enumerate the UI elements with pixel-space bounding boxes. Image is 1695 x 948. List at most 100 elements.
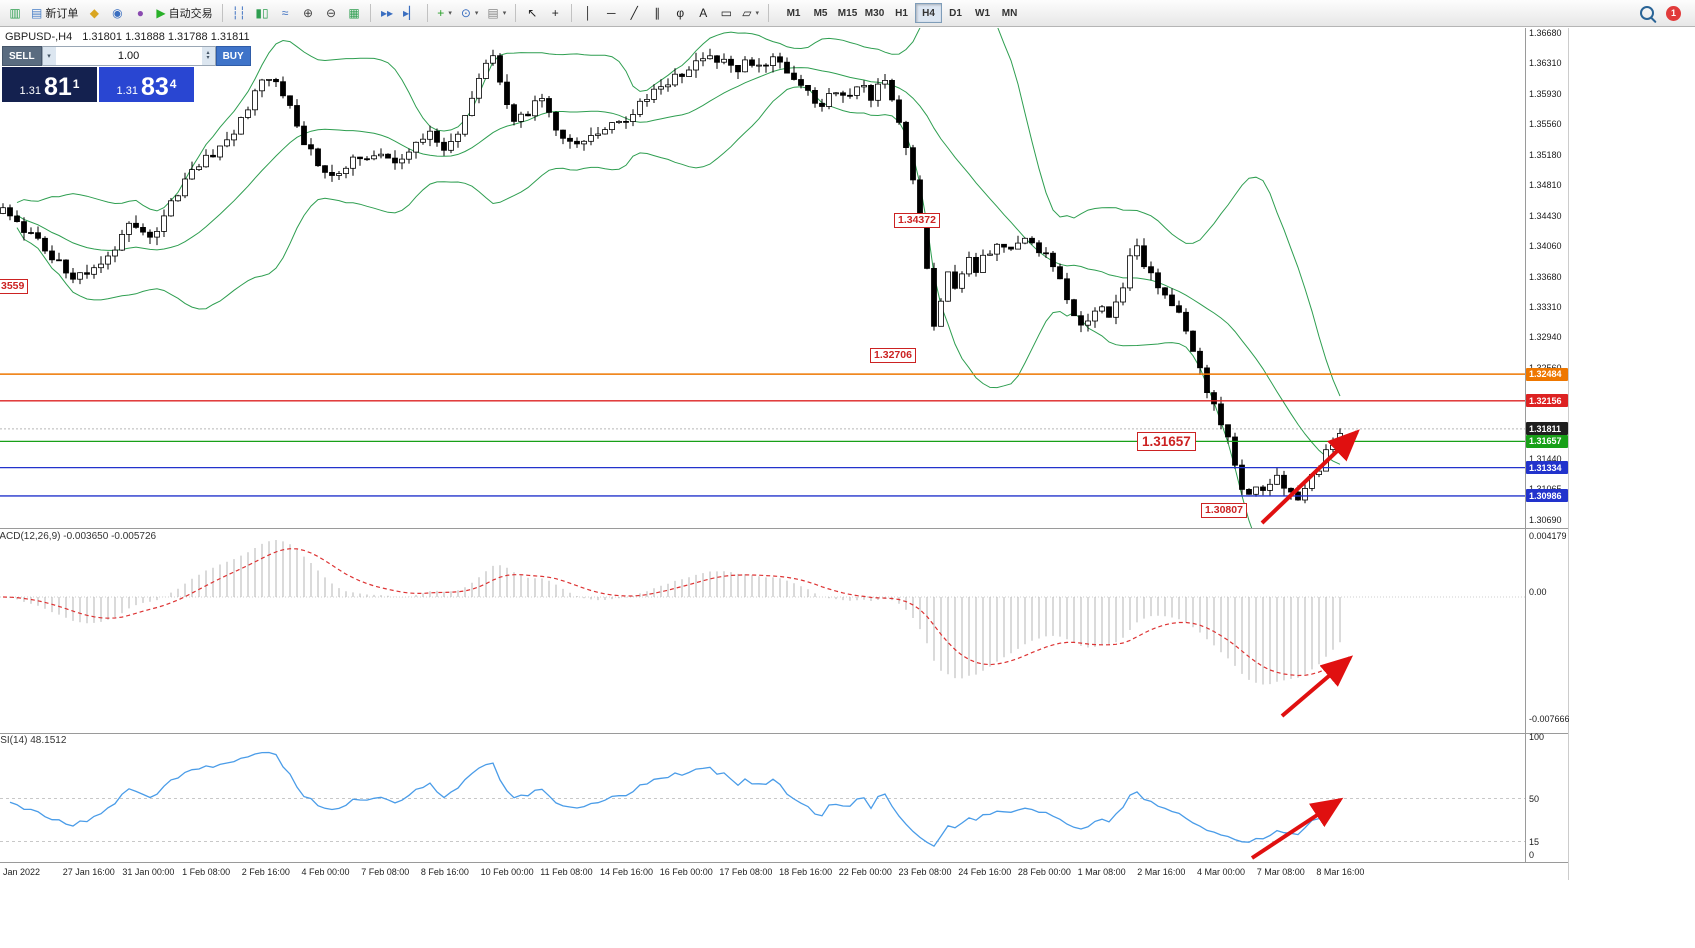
cursor-button[interactable]: ↖ [521, 2, 543, 24]
vertical-line-button[interactable]: │ [577, 2, 599, 24]
time-axis-label: 24 Feb 16:00 [958, 867, 1012, 877]
auto-trading-button-label: 自动交易 [168, 8, 213, 20]
time-axis-label: 2 Feb 16:00 [241, 867, 290, 877]
toolbar-separator [515, 4, 517, 22]
timeframe-m30-button[interactable]: M30 [861, 3, 888, 23]
price-annotation[interactable]: 1.32706 [870, 348, 916, 363]
price-annotation[interactable]: 1.31657 [1137, 432, 1196, 451]
new-order-button[interactable]: ▤ 新订单 [27, 2, 82, 24]
price-scale-label: 1.31440 [1529, 454, 1562, 464]
timeframe-m15-button[interactable]: M15 [834, 3, 861, 23]
volume-dropdown-icon[interactable]: ▾ [42, 47, 56, 65]
auto-trading-icon: ▶ [156, 6, 166, 20]
price-annotation[interactable]: 1.30807 [1201, 503, 1247, 518]
candlestick-chart[interactable] [0, 28, 1525, 528]
pane-separator[interactable] [0, 528, 1569, 529]
text-button[interactable]: A [692, 2, 714, 24]
time-axis-label: 7 Feb 08:00 [361, 867, 410, 877]
price-tag: 1.32156 [1526, 394, 1568, 408]
chart-window[interactable]: GBPUSD-,H4 1.31801 1.31888 1.31788 1.3181… [0, 28, 1569, 880]
search-icon[interactable] [1640, 6, 1654, 20]
shapes-dropdown[interactable]: ▱ ▾ [738, 2, 763, 24]
crosshair-icon: + [551, 6, 559, 20]
profiles-button[interactable]: ● [129, 2, 151, 24]
options-button[interactable]: ◉ [106, 2, 128, 24]
dropdown-arrow-icon: ▾ [474, 10, 479, 17]
spin-down-icon[interactable]: ▾ [206, 55, 210, 61]
line-chart-button[interactable]: ≈ [274, 2, 296, 24]
timeframe-h4-button[interactable]: H4 [915, 3, 943, 23]
timeframe-m1-button[interactable]: M1 [780, 3, 807, 23]
timeframe-mn-button[interactable]: MN [996, 3, 1023, 23]
chart-shift-button[interactable]: ▸▏ [399, 2, 422, 24]
price-scale-label: 1.33680 [1529, 271, 1562, 282]
zoom-out-button[interactable]: ⊖ [320, 2, 342, 24]
trend-arrow[interactable] [1260, 429, 1360, 525]
macd-panel[interactable] [0, 529, 1525, 733]
new-order-button-label: 新订单 [45, 8, 79, 20]
sell-button[interactable]: SELL [2, 46, 42, 66]
time-axis-label: 18 Feb 16:00 [779, 867, 833, 877]
buy-price-big: 83 [140, 73, 169, 101]
macd-signal-line [2, 548, 1341, 677]
metaeditor-icon: ◆ [89, 6, 99, 20]
new-chart-icon: + [437, 6, 445, 20]
toolbar-separator [221, 4, 223, 22]
candlestick-chart-button[interactable]: ▮▯ [251, 2, 273, 24]
trend-arrow[interactable] [1250, 797, 1344, 860]
timeframe-d1-button[interactable]: D1 [942, 3, 969, 23]
horizontal-line-icon: ─ [607, 6, 616, 20]
auto-trading-button[interactable]: ▶ 自动交易 [152, 2, 216, 24]
auto-scroll-button[interactable]: ▸▸ [376, 2, 398, 24]
metaeditor-button[interactable]: ◆ [83, 2, 105, 24]
pane-separator[interactable] [0, 733, 1569, 734]
periods-dropdown[interactable]: ⊙ ▾ [457, 2, 483, 24]
tile-windows-button[interactable]: ▦ [343, 2, 365, 24]
rsi-panel[interactable] [0, 734, 1525, 862]
channel-button[interactable]: ∥ [646, 2, 668, 24]
time-axis-label: 22 Feb 00:00 [838, 867, 892, 877]
fibonacci-button[interactable]: φ [669, 2, 691, 24]
trend-arrow[interactable] [1280, 655, 1354, 718]
timeframe-h1-button[interactable]: H1 [888, 3, 915, 23]
line-chart-icon: ≈ [281, 6, 289, 20]
price-tag: 1.30986 [1526, 489, 1568, 503]
trendline-button[interactable]: ╱ [623, 2, 645, 24]
buy-price-sup: 4 [169, 77, 177, 91]
dropdown-arrow-icon: ▾ [448, 10, 452, 17]
options-icon: ◉ [112, 6, 123, 20]
price-annotation[interactable]: 1.34372 [894, 213, 940, 228]
app-icon[interactable]: ▥ [4, 2, 26, 24]
price-scale-label: 1.34430 [1529, 210, 1562, 221]
new-chart-dropdown[interactable]: + ▾ [433, 2, 456, 24]
time-axis-label: 28 Feb 00:00 [1017, 867, 1071, 877]
buy-price-prefix: 1.31 [116, 85, 138, 97]
shapes-icon: ▱ [742, 6, 752, 20]
timeframe-w1-button[interactable]: W1 [969, 3, 996, 23]
buy-button[interactable]: BUY [215, 46, 251, 66]
timeframe-m5-button[interactable]: M5 [807, 3, 834, 23]
zoom-in-button[interactable]: ⊕ [297, 2, 319, 24]
timeframe-toolbar: M1 M5 M15 M30 H1 H4 D1 W1 MN [780, 3, 1023, 23]
buy-price-panel[interactable]: 1.31 83 4 [99, 67, 194, 102]
time-axis-label: 10 Feb 00:00 [480, 867, 534, 877]
horizontal-line-button[interactable]: ─ [600, 2, 622, 24]
trade-panel-price-row: 1.31 81 1 1.31 83 4 [2, 67, 194, 102]
notification-badge[interactable]: 1 [1666, 5, 1681, 21]
toolbar-right-group: 1 [1640, 5, 1691, 21]
time-axis[interactable]: Jan 2022 27 Jan 16:00 31 Jan 00:00 1 Feb 08… [0, 864, 1569, 880]
label-button[interactable]: ▭ [715, 2, 737, 24]
bar-chart-button[interactable]: ┆┆ [228, 2, 250, 24]
volume-input[interactable] [55, 47, 202, 65]
templates-dropdown[interactable]: ▤ ▾ [483, 2, 510, 24]
toolbar-separator [571, 4, 573, 22]
sell-price-panel[interactable]: 1.31 81 1 [2, 67, 97, 102]
sell-price-sup: 1 [72, 77, 80, 91]
rsi-scale-label: 50 [1529, 793, 1540, 804]
periods-icon: ⊙ [460, 6, 471, 20]
spin-up-icon[interactable]: ▴ [206, 50, 210, 56]
price-scale-label: 1.34060 [1529, 241, 1562, 251]
volume-spinner[interactable]: ▴ ▾ [201, 47, 215, 65]
crosshair-button[interactable]: + [544, 2, 566, 24]
price-annotation[interactable]: 3559 [0, 279, 29, 294]
